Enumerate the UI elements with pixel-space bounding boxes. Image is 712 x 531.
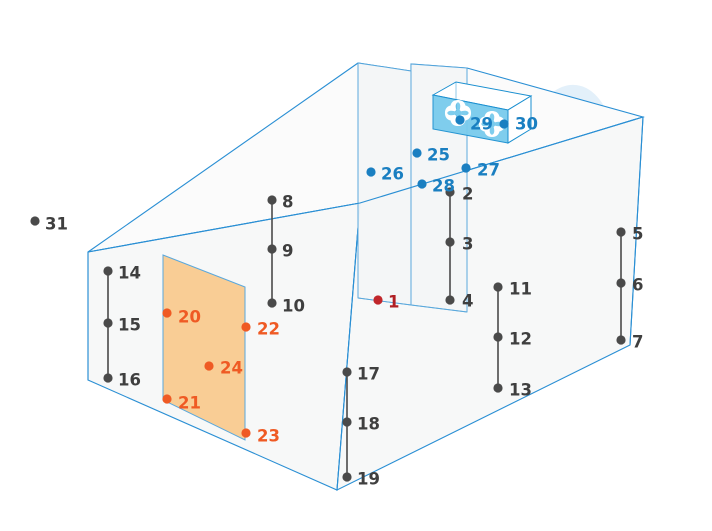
sensor-label-12: 12 xyxy=(509,330,532,349)
partition-face-a xyxy=(357,62,412,306)
interior-partition-wall xyxy=(357,62,468,313)
sensor-label-25: 25 xyxy=(427,146,450,165)
sensor-point-21[interactable] xyxy=(162,394,172,404)
sensor-point-27[interactable] xyxy=(461,163,471,173)
sensor-point-10[interactable] xyxy=(267,298,277,308)
corner-edge-right xyxy=(629,116,644,346)
sensor-label-8: 8 xyxy=(282,193,293,212)
sensor-point-29[interactable] xyxy=(455,115,465,125)
sensor-label-20: 20 xyxy=(178,308,201,327)
sensor-point-24[interactable] xyxy=(204,361,214,371)
sensor-point-6[interactable] xyxy=(616,278,626,288)
sensor-label-13: 13 xyxy=(509,381,532,400)
point-group-orange-door-points: 20 21 22 23 24 xyxy=(162,308,280,446)
sensor-point-8[interactable] xyxy=(267,195,277,205)
door-panel-face[interactable] xyxy=(162,254,246,441)
sensor-point-26[interactable] xyxy=(366,167,376,177)
sensor-point-23[interactable] xyxy=(241,428,251,438)
sensor-point-11[interactable] xyxy=(493,282,503,292)
sensor-label-27: 27 xyxy=(477,161,500,180)
sensor-point-16[interactable] xyxy=(103,373,113,383)
sensor-point-15[interactable] xyxy=(103,318,113,328)
sensor-label-19: 19 xyxy=(357,470,380,489)
sensor-point-4[interactable] xyxy=(445,295,455,305)
sensor-label-15: 15 xyxy=(118,316,141,335)
corner-edge-mid xyxy=(336,202,361,491)
sensor-label-5: 5 xyxy=(632,225,643,244)
sensor-label-7: 7 xyxy=(632,333,643,352)
sensor-label-24: 24 xyxy=(220,359,243,378)
sensor-label-4: 4 xyxy=(462,292,473,311)
sensor-label-14: 14 xyxy=(118,264,141,283)
sensor-label-28: 28 xyxy=(432,177,455,196)
sensor-point-13[interactable] xyxy=(493,383,503,393)
door-panel[interactable] xyxy=(162,254,246,441)
sensor-label-17: 17 xyxy=(357,365,380,384)
sensor-label-1: 1 xyxy=(388,293,399,312)
sensor-label-18: 18 xyxy=(357,415,380,434)
sensor-label-31: 31 xyxy=(45,215,68,234)
sensor-label-22: 22 xyxy=(257,320,280,339)
sensor-point-19[interactable] xyxy=(342,472,352,482)
sensor-point-7[interactable] xyxy=(616,335,626,345)
sensor-label-11: 11 xyxy=(509,280,532,299)
sensor-label-2: 2 xyxy=(462,185,473,204)
sensor-point-20[interactable] xyxy=(162,308,172,318)
sensor-label-26: 26 xyxy=(381,165,404,184)
roof-wall-ridge xyxy=(87,116,644,253)
point-group-reference-point: 1 xyxy=(373,293,399,312)
sensor-point-12[interactable] xyxy=(493,332,503,342)
sensor-label-21: 21 xyxy=(178,394,201,413)
sensor-point-1[interactable] xyxy=(373,295,383,305)
sensor-label-16: 16 xyxy=(118,371,141,390)
sensor-point-28[interactable] xyxy=(417,179,427,189)
point-group-hvac-airflow-points: 25 26 27 28 29 30 xyxy=(366,115,538,196)
sensor-label-3: 3 xyxy=(462,235,473,254)
sensor-label-29: 29 xyxy=(470,115,493,134)
sensor-point-25[interactable] xyxy=(412,148,422,158)
sensor-point-17[interactable] xyxy=(342,367,352,377)
sensor-point-5[interactable] xyxy=(616,227,626,237)
sensor-label-10: 10 xyxy=(282,297,305,316)
sensor-point-18[interactable] xyxy=(342,417,352,427)
sensor-point-31[interactable] xyxy=(30,216,40,226)
sensor-label-6: 6 xyxy=(632,276,643,295)
sensor-point-14[interactable] xyxy=(103,266,113,276)
sensor-label-9: 9 xyxy=(282,242,293,261)
sensor-point-9[interactable] xyxy=(267,244,277,254)
sensor-label-30: 30 xyxy=(515,115,538,134)
sensor-point-22[interactable] xyxy=(241,322,251,332)
sensor-point-2[interactable] xyxy=(445,187,455,197)
hvac-duct-unit[interactable] xyxy=(431,81,533,144)
sensor-point-3[interactable] xyxy=(445,237,455,247)
sensor-point-30[interactable] xyxy=(499,119,509,129)
sensor-label-23: 23 xyxy=(257,427,280,446)
